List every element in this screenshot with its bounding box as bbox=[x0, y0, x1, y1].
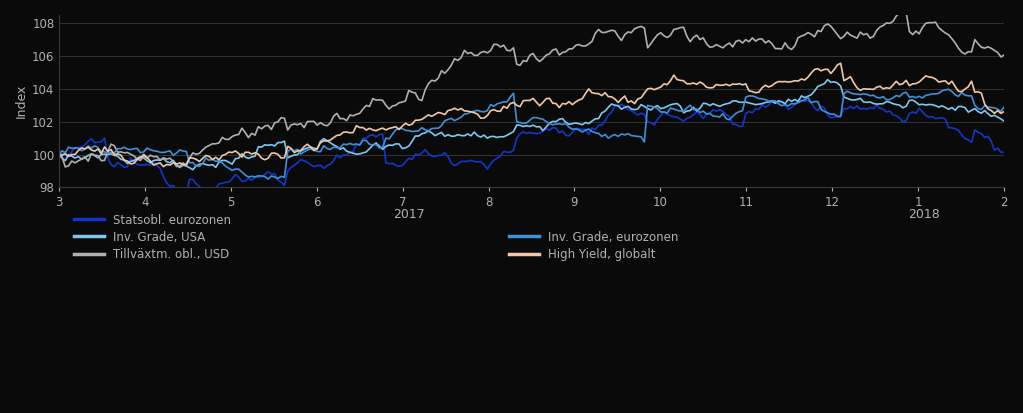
Line: High Yield, globalt: High Yield, globalt bbox=[58, 63, 1005, 167]
Line: Inv. Grade, eurozonen: Inv. Grade, eurozonen bbox=[58, 89, 1005, 179]
High Yield, globalt bbox=[472, 112, 484, 116]
High Yield, globalt bbox=[65, 152, 78, 157]
Inv. Grade, eurozonen bbox=[881, 97, 893, 102]
Tillväxtm. obl., USD bbox=[59, 164, 72, 169]
Inv. Grade, eurozonen bbox=[262, 177, 274, 182]
Statsobl. eurozonen bbox=[969, 128, 981, 133]
Tillväxtm. obl., USD bbox=[969, 37, 981, 42]
Tillväxtm. obl., USD bbox=[897, 7, 909, 12]
Inv. Grade, eurozonen bbox=[998, 104, 1011, 109]
Inv. Grade, USA bbox=[65, 154, 78, 159]
Statsobl. eurozonen bbox=[472, 160, 484, 165]
Inv. Grade, USA bbox=[187, 167, 199, 172]
Line: Tillväxtm. obl., USD: Tillväxtm. obl., USD bbox=[58, 10, 1005, 167]
Statsobl. eurozonen bbox=[795, 98, 807, 103]
Inv. Grade, USA bbox=[52, 152, 64, 157]
Inv. Grade, eurozonen bbox=[472, 108, 484, 113]
Inv. Grade, USA bbox=[969, 106, 981, 111]
High Yield, globalt bbox=[278, 155, 291, 160]
Inv. Grade, USA bbox=[998, 119, 1011, 124]
Statsobl. eurozonen bbox=[65, 149, 78, 154]
High Yield, globalt bbox=[884, 86, 896, 91]
Statsobl. eurozonen bbox=[177, 192, 189, 197]
Tillväxtm. obl., USD bbox=[998, 52, 1011, 57]
Tillväxtm. obl., USD bbox=[52, 152, 64, 157]
Text: 2017: 2017 bbox=[393, 208, 425, 221]
Inv. Grade, eurozonen bbox=[278, 175, 291, 180]
Inv. Grade, USA bbox=[821, 77, 834, 82]
Inv. Grade, USA bbox=[884, 100, 896, 105]
High Yield, globalt bbox=[835, 61, 847, 66]
Statsobl. eurozonen bbox=[884, 109, 896, 114]
Line: Inv. Grade, USA: Inv. Grade, USA bbox=[58, 80, 1005, 170]
Inv. Grade, USA bbox=[625, 107, 637, 112]
Inv. Grade, eurozonen bbox=[52, 152, 64, 157]
Y-axis label: Index: Index bbox=[15, 84, 28, 119]
Statsobl. eurozonen bbox=[625, 108, 637, 113]
Inv. Grade, eurozonen bbox=[942, 87, 954, 92]
Tillväxtm. obl., USD bbox=[625, 30, 637, 35]
Tillväxtm. obl., USD bbox=[881, 21, 893, 26]
High Yield, globalt bbox=[158, 164, 170, 169]
Inv. Grade, eurozonen bbox=[625, 133, 637, 138]
Statsobl. eurozonen bbox=[52, 152, 64, 157]
Inv. Grade, USA bbox=[472, 133, 484, 138]
Text: 2018: 2018 bbox=[908, 208, 940, 221]
High Yield, globalt bbox=[969, 90, 981, 95]
Statsobl. eurozonen bbox=[278, 183, 291, 188]
Inv. Grade, eurozonen bbox=[969, 103, 981, 108]
Line: Statsobl. eurozonen: Statsobl. eurozonen bbox=[58, 100, 1005, 195]
High Yield, globalt bbox=[52, 152, 64, 157]
High Yield, globalt bbox=[625, 98, 637, 103]
Inv. Grade, eurozonen bbox=[65, 146, 78, 151]
Statsobl. eurozonen bbox=[998, 150, 1011, 155]
Legend: Inv. Grade, eurozonen, High Yield, globalt: Inv. Grade, eurozonen, High Yield, globa… bbox=[509, 231, 678, 261]
High Yield, globalt bbox=[998, 109, 1011, 114]
Tillväxtm. obl., USD bbox=[278, 116, 291, 121]
Tillväxtm. obl., USD bbox=[69, 160, 81, 165]
Inv. Grade, USA bbox=[278, 139, 291, 144]
Tillväxtm. obl., USD bbox=[472, 53, 484, 58]
